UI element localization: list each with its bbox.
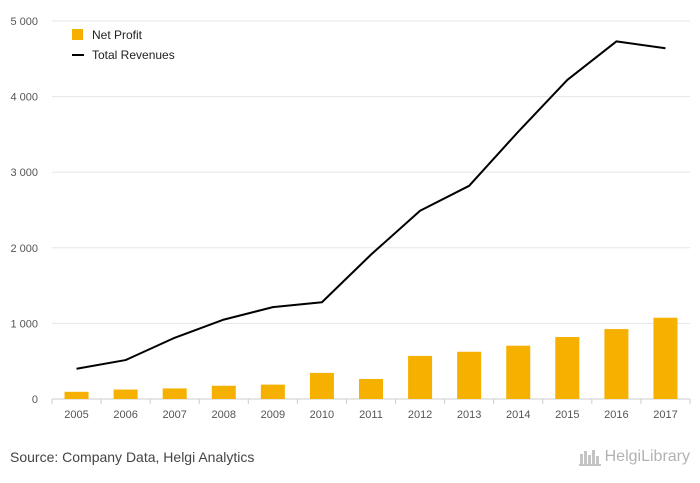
y-tick-label: 2 000 <box>10 243 38 255</box>
x-tick-label: 2009 <box>261 409 285 421</box>
x-tick-label: 2013 <box>457 409 481 421</box>
net-profit-bar <box>604 329 629 399</box>
net-profit-bar <box>64 391 89 399</box>
net-profit-bar <box>113 389 138 399</box>
x-tick-label: 2005 <box>64 409 88 421</box>
net-profit-bar <box>653 317 678 399</box>
y-axis: 0 1 000 2 000 3 000 4 000 5 000 <box>10 16 38 406</box>
x-tick-label: 2007 <box>162 409 186 421</box>
grid-lines <box>52 20 690 400</box>
y-tick-label: 1 000 <box>10 318 38 330</box>
y-tick-label: 5 000 <box>10 16 38 28</box>
net-profit-bar <box>506 345 531 399</box>
net-profit-bar <box>260 384 285 399</box>
net-profit-bar <box>457 351 482 399</box>
net-profit-bar <box>555 337 580 399</box>
brand-name: HelgiLibrary <box>604 448 690 465</box>
legend: Net Profit Total Revenues <box>72 28 175 62</box>
net-profit-bars <box>64 317 678 399</box>
x-tick-label: 2010 <box>310 409 334 421</box>
x-tick-label: 2015 <box>555 409 579 421</box>
y-tick-label: 3 000 <box>10 167 38 179</box>
x-tick-label: 2017 <box>653 409 677 421</box>
net-profit-bar <box>408 355 433 399</box>
source-note: Source: Company Data, Helgi Analytics <box>10 449 255 465</box>
total-revenues-line-group <box>76 40 666 370</box>
legend-label-net-profit: Net Profit <box>92 28 143 42</box>
x-tick-label: 2011 <box>359 409 383 421</box>
legend-swatch-net-profit <box>72 29 83 40</box>
x-tick-label: 2016 <box>604 409 628 421</box>
library-icon <box>578 450 601 466</box>
x-tick-label: 2012 <box>408 409 432 421</box>
x-tick-label: 2006 <box>113 409 137 421</box>
x-tick-label: 2008 <box>212 409 236 421</box>
legend-label-total-revenues: Total Revenues <box>92 48 175 62</box>
total-revenues-line <box>76 40 666 370</box>
net-profit-bar <box>162 388 187 399</box>
net-profit-bar <box>211 385 236 399</box>
y-tick-label: 0 <box>32 394 38 406</box>
x-tick-label: 2014 <box>506 409 530 421</box>
net-profit-bar <box>359 378 383 399</box>
x-axis: 2005 2006 2007 2008 2009 2010 2011 2012 2013 2014… <box>51 399 691 421</box>
brand-logo: HelgiLibrary <box>578 448 690 466</box>
y-tick-label: 4 000 <box>10 92 38 104</box>
net-profit-bar <box>309 372 334 399</box>
